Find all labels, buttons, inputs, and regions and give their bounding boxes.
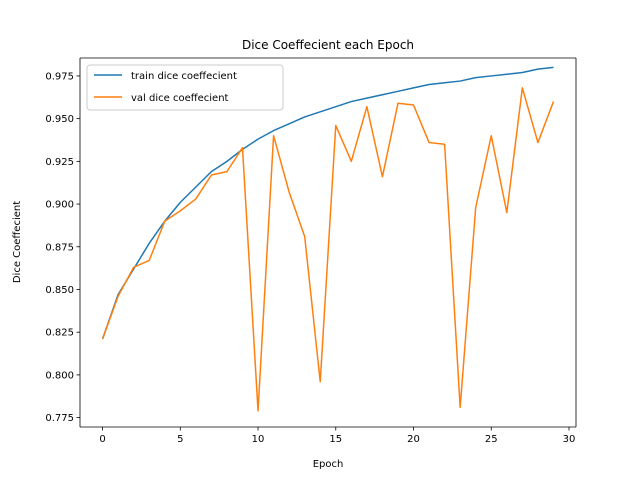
x-tick-label: 20 <box>407 434 420 445</box>
x-tick-label: 10 <box>252 434 265 445</box>
x-tick-label: 30 <box>563 434 576 445</box>
legend-box <box>86 64 284 111</box>
x-tick-label: 25 <box>485 434 498 445</box>
y-axis-label: Dice Coeffecient <box>12 201 23 283</box>
y-tick-label: 0.900 <box>45 200 74 211</box>
y-tick-label: 0.925 <box>45 157 74 168</box>
x-tick-label: 15 <box>329 434 342 445</box>
axes-layer: 0 5 10 15 20 25 30 0.775 0.800 0.825 0.850 0.875 0.9… <box>45 57 577 445</box>
chart-title: Dice Coeffecient each Epoch <box>242 38 414 52</box>
x-tick-label: 0 <box>99 434 105 445</box>
y-tick-label: 0.950 <box>45 114 74 125</box>
legend-label-0: train dice coeffecient <box>131 71 237 82</box>
x-axis-label: Epoch <box>313 459 344 470</box>
y-tick-label: 0.850 <box>45 285 74 296</box>
y-tick-label: 0.875 <box>45 242 74 253</box>
series-line-0 <box>101 66 554 340</box>
series-layer <box>101 66 555 412</box>
legend: train dice coeffecient val dice coeffecie… <box>86 64 284 111</box>
y-tick-label: 0.800 <box>45 370 74 381</box>
legend-label-1: val dice coeffecient <box>131 93 229 104</box>
y-tick-label: 0.775 <box>45 413 74 424</box>
y-tick-label: 0.975 <box>45 71 74 82</box>
series-line-1 <box>101 87 555 412</box>
x-tick-label: 5 <box>177 434 183 445</box>
y-tick-label: 0.825 <box>45 328 74 339</box>
